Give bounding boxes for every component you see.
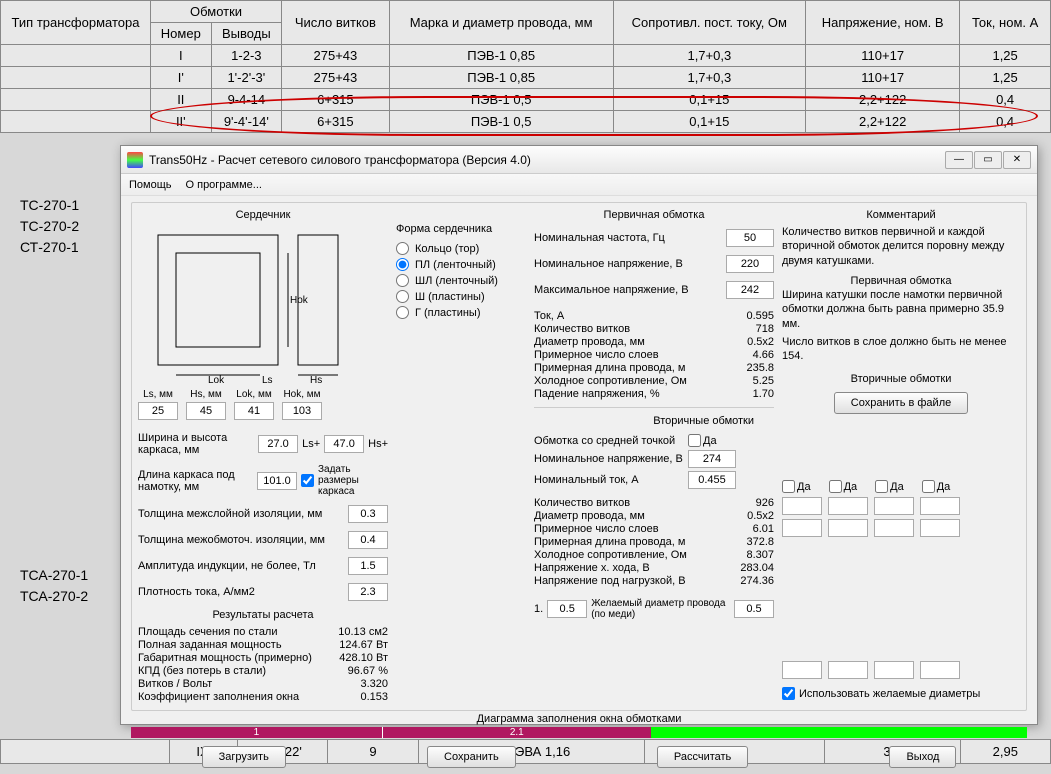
fill-diagram: 12.1 <box>131 727 1027 738</box>
freq-input[interactable] <box>726 229 774 247</box>
shape-radio-0[interactable] <box>396 242 409 255</box>
sec-inom-input[interactable] <box>688 471 736 489</box>
bg-labels-2: ТСА-270-1 ТСА-270-2 <box>20 565 88 607</box>
secondary-title: Вторичные обмотки <box>534 415 774 427</box>
sec-d-4[interactable] <box>874 661 914 679</box>
sec-da-4[interactable] <box>875 480 888 493</box>
sec-i-4[interactable] <box>874 519 914 537</box>
core-title: Сердечник <box>138 209 388 221</box>
th-type: Тип трансформатора <box>1 1 151 45</box>
load-button[interactable]: Загрузить <box>202 746 286 768</box>
shape-title: Форма сердечника <box>396 223 526 235</box>
bg-labels-1: ТС-270-1 ТС-270-2 СТ-270-1 <box>20 195 79 258</box>
sec-i-3[interactable] <box>828 519 868 537</box>
svg-text:Hs: Hs <box>310 375 322 385</box>
close-button[interactable]: ✕ <box>1003 151 1031 169</box>
frame-len-input[interactable] <box>257 472 297 490</box>
sec-da-5[interactable] <box>922 480 935 493</box>
sec-v-3[interactable] <box>828 497 868 515</box>
sec-d-5[interactable] <box>920 661 960 679</box>
core-diagram: Hok Lok Ls Hs <box>138 225 368 385</box>
sec-d-3[interactable] <box>828 661 868 679</box>
sec-vnom-input[interactable] <box>688 450 736 468</box>
th-r: Сопротивл. пост. току, Ом <box>613 1 805 45</box>
shape-radio-1[interactable] <box>396 258 409 271</box>
menu-help[interactable]: Помощь <box>129 179 172 191</box>
use-diam-check[interactable] <box>782 687 795 700</box>
svg-text:Lok: Lok <box>208 375 225 385</box>
background-table: Тип трансформатора Обмотки Число витков … <box>0 0 1051 133</box>
th-i: Ток, ном. А <box>960 1 1051 45</box>
sec-d-2[interactable] <box>782 661 822 679</box>
sec-v-5[interactable] <box>920 497 960 515</box>
wind-ins-input[interactable] <box>348 531 388 549</box>
diagram-title: Диаграмма заполнения окна обмотками <box>131 713 1027 725</box>
th-v: Напряжение, ном. В <box>806 1 960 45</box>
sec-i-5[interactable] <box>920 519 960 537</box>
b-input[interactable] <box>348 557 388 575</box>
th-number: Номер <box>151 23 212 45</box>
frame-h-input[interactable] <box>324 435 364 453</box>
menubar: Помощь О программе... <box>121 174 1037 196</box>
minimize-button[interactable]: — <box>945 151 973 169</box>
lok-input[interactable] <box>234 402 274 420</box>
titlebar[interactable]: Trans50Hz - Расчет сетевого силового тра… <box>121 146 1037 174</box>
ls-input[interactable] <box>138 402 178 420</box>
sec-v-4[interactable] <box>874 497 914 515</box>
shape-radio-3[interactable] <box>396 290 409 303</box>
app-window: Trans50Hz - Расчет сетевого силового тра… <box>120 145 1038 725</box>
wire-diam-input[interactable] <box>734 600 774 618</box>
sec-v-2[interactable] <box>782 497 822 515</box>
shape-radio-4[interactable] <box>396 306 409 319</box>
th-turns: Число витков <box>282 1 390 45</box>
menu-about[interactable]: О программе... <box>186 179 262 191</box>
sec-i-2[interactable] <box>782 519 822 537</box>
save-file-button[interactable]: Сохранить в файле <box>834 392 968 414</box>
th-wire: Марка и диаметр провода, мм <box>389 1 613 45</box>
sec-da-3[interactable] <box>829 480 842 493</box>
svg-text:Hok: Hok <box>290 295 309 306</box>
shape-radio-2[interactable] <box>396 274 409 287</box>
svg-text:Ls: Ls <box>262 375 273 385</box>
results-title: Результаты расчета <box>138 609 388 621</box>
j-input[interactable] <box>348 583 388 601</box>
primary-title: Первичная обмотка <box>534 209 774 221</box>
save-button[interactable]: Сохранить <box>427 746 516 768</box>
set-dims-check[interactable] <box>301 474 314 487</box>
th-windings: Обмотки <box>151 1 282 23</box>
hs-input[interactable] <box>186 402 226 420</box>
vnom-input[interactable] <box>726 255 774 273</box>
sec-da-2[interactable] <box>782 480 795 493</box>
commentary-title: Комментарий <box>782 209 1020 221</box>
maximize-button[interactable]: ▭ <box>974 151 1002 169</box>
window-title: Trans50Hz - Расчет сетевого силового тра… <box>149 153 945 167</box>
frame-w-input[interactable] <box>258 435 298 453</box>
calc-button[interactable]: Рассчитать <box>657 746 748 768</box>
wire-num-input[interactable] <box>547 600 587 618</box>
vmax-input[interactable] <box>726 281 774 299</box>
layer-ins-input[interactable] <box>348 505 388 523</box>
exit-button[interactable]: Выход <box>889 746 956 768</box>
th-leads: Выводы <box>211 23 281 45</box>
sec-mid-check[interactable] <box>688 434 701 447</box>
hok-input[interactable] <box>282 402 322 420</box>
app-icon <box>127 152 143 168</box>
